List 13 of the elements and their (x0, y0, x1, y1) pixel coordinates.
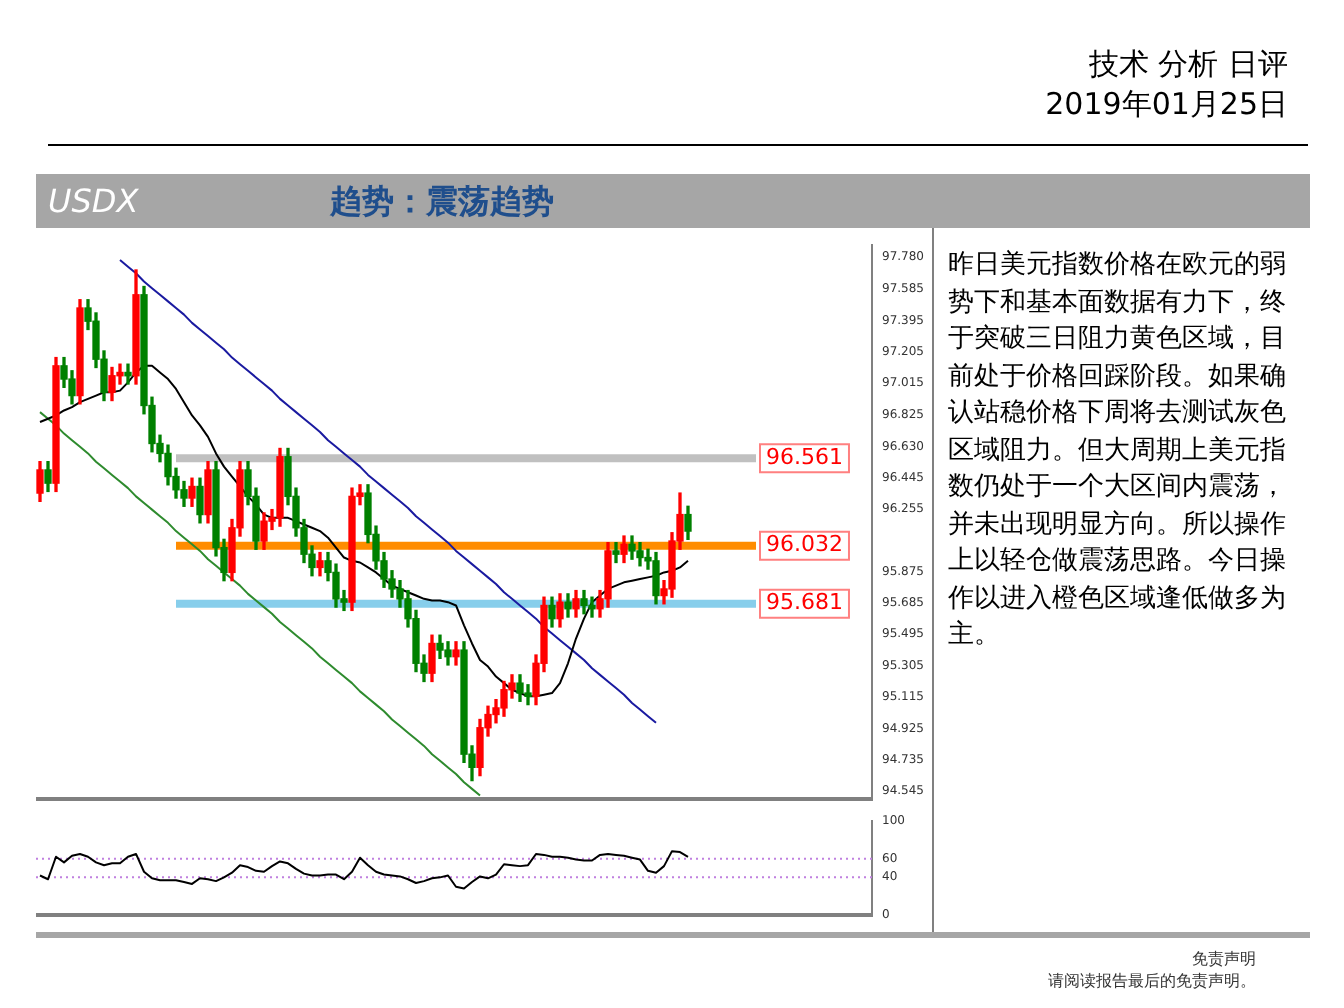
text: 昨日美元指数价格在欧元的弱势下和基本面数据有力下，终于突破三日阻力黄色区域，目前处于价格回踩阶段。如果确认站稳价格下周将去测试灰色区域阻力。但大周期上美元指数仍处于一个大区间内震荡，并未出现明显方向。所以操作上以轻仓做震荡思路。今日操作以进入橙色区域逢低做多为主。 (948, 250, 1286, 650)
text: 免责声明 (1190, 948, 1256, 970)
ref-line-label: 95.681 (766, 589, 843, 616)
candlestick (124, 363, 132, 385)
ref-line-label: 96.032 (766, 531, 843, 558)
text: 请阅读报告最后的免责声明。 (1048, 970, 1256, 992)
chart-title: USDX (48, 182, 139, 220)
text: 2019年01月25日 (1045, 84, 1288, 124)
chart-subtitle: 趋势：震荡趋势 (330, 182, 554, 224)
ref-line-label: 96.561 (766, 443, 843, 470)
text: 技术 分析 日评 (1086, 44, 1288, 84)
candlestick (588, 596, 596, 618)
candlestick (612, 542, 620, 564)
